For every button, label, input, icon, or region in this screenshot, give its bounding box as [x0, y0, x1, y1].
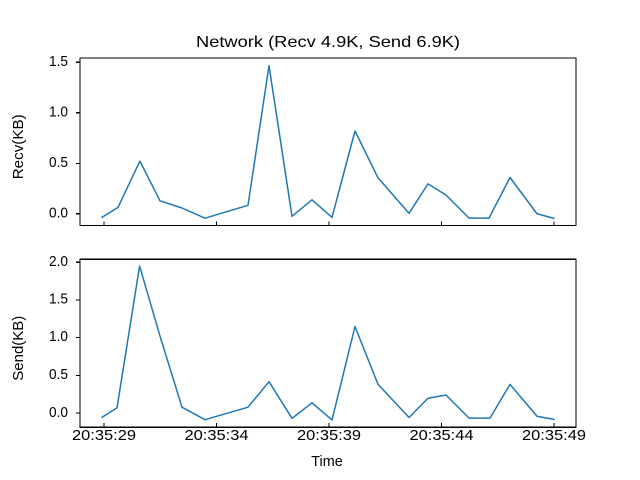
svg-text:0.5: 0.5	[49, 366, 68, 383]
svg-text:20:35:44: 20:35:44	[410, 427, 474, 444]
svg-text:2.0: 2.0	[49, 253, 68, 270]
svg-text:20:35:49: 20:35:49	[522, 427, 586, 444]
svg-text:0.0: 0.0	[49, 205, 68, 222]
svg-text:20:35:39: 20:35:39	[297, 427, 361, 444]
svg-text:20:35:34: 20:35:34	[185, 427, 249, 444]
svg-text:Time: Time	[311, 453, 343, 470]
svg-text:20:35:29: 20:35:29	[72, 427, 136, 444]
svg-text:0.5: 0.5	[49, 154, 68, 171]
svg-text:Network (Recv 4.9K, Send 6.9K): Network (Recv 4.9K, Send 6.9K)	[196, 34, 460, 51]
svg-text:1.5: 1.5	[49, 53, 68, 70]
svg-text:1.0: 1.0	[49, 104, 68, 121]
svg-text:0.0: 0.0	[49, 404, 68, 421]
svg-text:Recv(KB): Recv(KB)	[10, 114, 27, 179]
svg-text:1.0: 1.0	[49, 328, 68, 345]
svg-text:1.5: 1.5	[49, 291, 68, 308]
svg-text:Send(KB): Send(KB)	[10, 316, 27, 381]
